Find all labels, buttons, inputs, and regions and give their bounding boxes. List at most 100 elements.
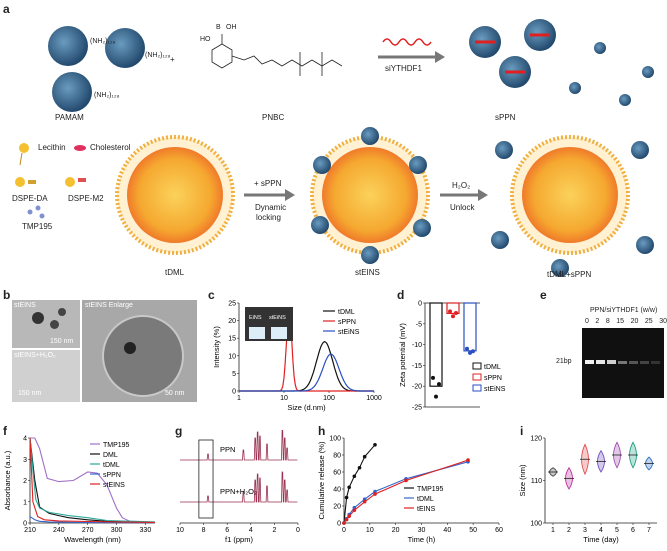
series-line-DML xyxy=(29,437,156,523)
lane-label: 20 xyxy=(630,318,639,325)
spectrum-label: PPN+H₂O₂ xyxy=(220,487,257,496)
y-tick-label: 15 xyxy=(228,336,236,343)
inset-label: stEiNS xyxy=(269,315,286,321)
x-tick-label: 0 xyxy=(296,527,300,534)
x-tick-label: 8 xyxy=(202,527,206,534)
liposome-tdml-sppn xyxy=(491,135,654,277)
series-line-TMP195 xyxy=(30,437,156,524)
panel-label-d: d xyxy=(397,288,405,302)
tem-steins-h2o2-label: stEINS+H₂O₂ xyxy=(14,352,56,359)
arrow1-bottom1: Dynamic xyxy=(255,203,287,212)
nmr-spectrum xyxy=(180,430,298,461)
y-tick-label: 20 xyxy=(228,318,236,325)
arrow1-bottom2: locking xyxy=(256,213,281,222)
inset-label: EiNS xyxy=(249,315,262,321)
panel-label-e: e xyxy=(540,288,547,302)
data-point xyxy=(362,499,367,504)
data-point xyxy=(448,309,452,314)
y-tick-label: 25 xyxy=(228,301,236,308)
x-tick-label: 100 xyxy=(323,395,335,402)
legend-swatch xyxy=(472,373,482,381)
legend-label: stEiNS xyxy=(338,329,360,336)
gel-image xyxy=(582,328,664,398)
data-point xyxy=(434,394,438,399)
pamam-label: PAMAM xyxy=(55,113,84,122)
panel-label-i: i xyxy=(520,424,524,438)
y-tick-label: 80 xyxy=(333,453,341,460)
tdml-label: tDML xyxy=(165,268,185,277)
legend-label: tDML xyxy=(484,364,501,371)
y-tick-label: -15 xyxy=(412,363,422,370)
x-tick-label: 60 xyxy=(495,527,503,534)
pamam-spheres xyxy=(48,26,145,112)
data-point xyxy=(342,521,346,525)
x-axis-label: Time (h) xyxy=(408,535,436,544)
data-point xyxy=(347,514,351,518)
legend-cholesterol: Cholesterol xyxy=(90,143,131,152)
y-tick-label: -5 xyxy=(416,321,422,328)
x-tick-label: 40 xyxy=(443,527,451,534)
pamam-group-2: (NH₂)₁₂₈ xyxy=(145,52,171,59)
legend-dspe-m2: DSPE-M2 xyxy=(68,194,104,203)
pnbc-label: PNBC xyxy=(262,113,285,122)
lane-label: 25 xyxy=(644,318,653,325)
x-tick-label: 5 xyxy=(615,527,619,534)
data-point xyxy=(352,505,357,510)
series-line-TMP195 xyxy=(343,444,376,524)
tem-enlarge-scale: 50 nm xyxy=(165,390,185,397)
legend-label: sPPN xyxy=(103,472,121,479)
y-tick-label: 100 xyxy=(329,436,341,443)
legend-label: TMP195 xyxy=(417,486,444,493)
x-tick-label: 300 xyxy=(111,527,123,534)
tem-steins xyxy=(12,300,80,348)
panel-label-h: h xyxy=(318,424,326,438)
data-point xyxy=(404,478,408,483)
x-tick-label: 4 xyxy=(249,527,253,534)
x-tick-label: 30 xyxy=(418,527,426,534)
gel-title: PPN/siYTHDF1 (w/w) xyxy=(590,307,658,314)
bar-sPPN xyxy=(446,302,460,314)
steins-label: stEINS xyxy=(355,268,380,277)
legend-label: tDML xyxy=(338,309,355,316)
x-tick-label: 1 xyxy=(237,395,241,402)
series-line-stEiNS xyxy=(239,353,374,392)
y-tick-label: -10 xyxy=(412,342,422,349)
x-tick-label: 0 xyxy=(342,527,346,534)
y-tick-label: 2 xyxy=(23,478,27,485)
legend-label: sPPN xyxy=(338,319,356,326)
y-tick-label: 1 xyxy=(23,499,27,506)
y-axis-label: Intensity (%) xyxy=(212,326,221,368)
highlight-box xyxy=(198,439,214,519)
tem-steins-h2o2 xyxy=(12,350,80,402)
chart-d: 0 -5 -10 -15 -20 -25 Zeta potential (mV) tDML sP… xyxy=(398,301,506,412)
x-tick-label: 6 xyxy=(225,527,229,534)
y-tick-label: 5 xyxy=(232,371,236,378)
data-point xyxy=(437,382,441,387)
panel-label-b: b xyxy=(3,288,11,302)
legend-label: stEINS xyxy=(103,482,125,489)
legend-lecithin: Lecithin xyxy=(38,143,66,152)
x-axis-label: Size (d.nm) xyxy=(287,403,326,412)
x-axis-label: f1 (ppm) xyxy=(225,535,253,544)
data-point xyxy=(373,489,377,494)
chart-c: 1 10 100 1000 0 5 10 15 20 25 Size (d.nm) Intensity… xyxy=(212,301,382,413)
sppn-particles xyxy=(469,19,654,106)
data-point xyxy=(451,314,455,319)
legend-label: TMP195 xyxy=(103,442,130,449)
data-point xyxy=(431,375,435,380)
data-point xyxy=(466,458,470,462)
x-tick-label: 6 xyxy=(631,527,635,534)
tem-enlarge-label: stEINS Enlarge xyxy=(85,302,133,309)
lane-label: 0 xyxy=(585,318,589,325)
y-tick-label: 40 xyxy=(333,487,341,494)
data-point xyxy=(373,443,377,447)
data-point xyxy=(471,349,475,354)
y-tick-label: 0 xyxy=(23,521,27,528)
arrow2-top: H₂O₂ xyxy=(452,181,471,190)
data-point xyxy=(362,497,367,501)
y-tick-label: 20 xyxy=(333,504,341,511)
y-tick-label: 10 xyxy=(228,353,236,360)
tem-steins-scale: 150 nm xyxy=(50,338,74,345)
chart-f: 210 240 270 300 330 0 1 2 3 4 Wavelength (nm) Absor… xyxy=(3,436,156,544)
data-point xyxy=(344,517,349,522)
